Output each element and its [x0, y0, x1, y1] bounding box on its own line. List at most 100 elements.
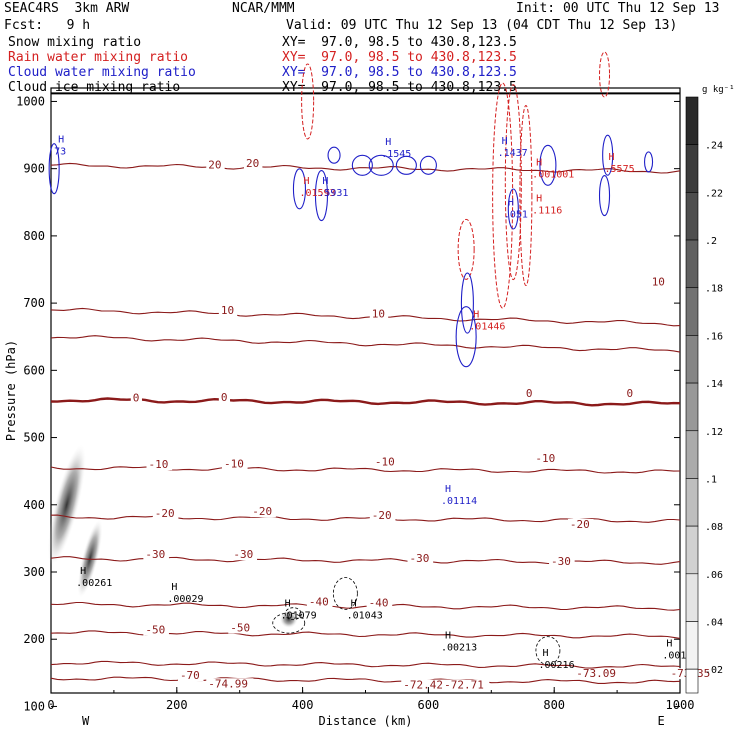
maximum-marker: H	[542, 648, 548, 659]
maximum-value-label: .051	[504, 210, 528, 221]
maximum-value-label: .1116	[532, 206, 562, 217]
cloud-water-contour	[455, 306, 477, 368]
isotherm-line	[50, 601, 681, 611]
isotherm-line	[50, 660, 681, 669]
maximum-value-label: .1545	[381, 149, 411, 160]
maximum-value-label: .01593	[299, 188, 335, 199]
y-tick-label: 900	[23, 162, 45, 176]
isotherm-label-bg	[533, 453, 559, 465]
isotherm-label-bg	[130, 392, 142, 404]
y-tick-label: 100	[23, 699, 45, 713]
maximum-marker: H	[609, 152, 615, 163]
isotherm-label-bg	[143, 549, 169, 561]
colorbar-swatch	[685, 287, 699, 336]
west-label: W	[82, 714, 90, 728]
cloud-water-contour	[48, 143, 60, 195]
isotherm-line	[50, 466, 681, 474]
rain-contour	[599, 51, 611, 98]
isotherm-label: -30	[551, 555, 571, 568]
maximum-marker: H	[508, 198, 514, 209]
colorbar-swatch	[685, 192, 699, 241]
maximum-marker: H	[473, 309, 479, 320]
y-tick-label: 800	[23, 229, 45, 243]
isotherm-line	[50, 162, 681, 174]
maximum-value-label: 73	[54, 147, 66, 158]
cloud-water-contour	[395, 155, 417, 175]
isotherm-label-bg	[218, 391, 231, 403]
x-tick-label: 200	[166, 698, 188, 712]
isotherm-label-bg	[523, 387, 536, 399]
y-tick-label: 1000	[16, 94, 45, 108]
legend-label-snow: Snow mixing ratio	[8, 35, 142, 50]
colorbar-label: .1	[705, 474, 717, 485]
isotherm-label: 0	[627, 387, 634, 400]
colorbar-swatch	[685, 430, 699, 479]
maximum-marker: H	[536, 194, 542, 205]
isotherm-label: 10	[221, 304, 234, 317]
isotherm-label: 0	[221, 391, 228, 404]
colorbar-swatch	[685, 239, 699, 289]
isotherm-label-bg	[221, 458, 248, 470]
isotherm-label: 0	[526, 387, 533, 400]
isotherm-line	[50, 307, 681, 327]
colorbar-swatch	[685, 525, 699, 575]
cloud-water-contour	[460, 272, 474, 334]
maximum-value-label: .5931	[318, 188, 348, 199]
x-tick-label: 600	[418, 698, 440, 712]
isotherm-label-bg	[407, 553, 434, 565]
maximum-value-label: .1437	[498, 148, 528, 159]
isotherm-label: -74.99	[208, 677, 248, 690]
cloud-ice-contour	[535, 636, 561, 666]
isotherm-label-bg	[206, 678, 254, 690]
isotherm-label-bg	[306, 596, 333, 608]
isotherm-label: -70	[180, 669, 200, 682]
isotherm-label-bg	[177, 670, 204, 682]
y-axis-label: Pressure (hPa)	[4, 340, 18, 441]
maximum-marker: H	[351, 598, 357, 609]
maximum-marker: H	[385, 137, 391, 148]
cloud-water-contour	[507, 188, 519, 230]
colorbar-label: .2	[705, 236, 717, 247]
isotherm-label: -72.42	[403, 679, 443, 692]
colorbar-label: .22	[705, 188, 723, 199]
isotherm-label-bg	[649, 276, 669, 288]
isotherm-label-bg	[218, 305, 238, 317]
colorbar-swatch	[685, 144, 699, 193]
x-tick-label: 0	[47, 698, 54, 712]
isotherm-label: -30	[233, 548, 253, 561]
y-tick-label: 600	[23, 363, 45, 377]
valid-time: Valid: 09 UTC Thu 12 Sep 13 (04 CDT Thu …	[286, 18, 678, 33]
isotherm-label-bg	[152, 508, 179, 520]
isotherm-label-bg	[372, 456, 399, 468]
cloud-water-contour	[327, 146, 341, 164]
isotherm-label: -10	[148, 458, 168, 471]
maximum-marker: H	[285, 598, 291, 609]
isotherm-label-bg	[401, 679, 449, 691]
isotherm-label: -20	[570, 518, 590, 531]
colorbar-label: .18	[705, 284, 723, 295]
isotherm-label: -73.09	[576, 667, 616, 680]
x-tick-label: 800	[543, 698, 565, 712]
isotherm-label: 20	[208, 158, 221, 171]
isotherm-label: -50	[145, 624, 165, 637]
x-axis-label: Distance (km)	[319, 714, 413, 728]
y-tick-label: 700	[23, 296, 45, 310]
isotherm-label: 20	[246, 157, 259, 170]
isotherm-label: -40	[369, 597, 389, 610]
rain-contour	[492, 82, 514, 309]
isotherm-label-bg	[567, 518, 594, 530]
colorbar-label: .08	[705, 522, 723, 533]
isotherm-line	[50, 676, 681, 684]
legend-label-cloud-water: Cloud water mixing ratio	[8, 65, 196, 80]
maximum-marker: H	[303, 176, 309, 187]
cloud-water-contour	[598, 175, 611, 217]
colorbar-swatch	[685, 382, 699, 432]
legend-xy-snow: XY= 97.0, 98.5 to 430.8,123.5	[282, 35, 517, 50]
maximum-marker: H	[536, 157, 542, 168]
x-tick-label: 1000	[666, 698, 695, 712]
rain-contour	[301, 63, 315, 140]
colorbar-swatch	[685, 573, 699, 622]
maximum-marker: H	[171, 582, 177, 593]
colorbar-swatch	[685, 96, 699, 145]
